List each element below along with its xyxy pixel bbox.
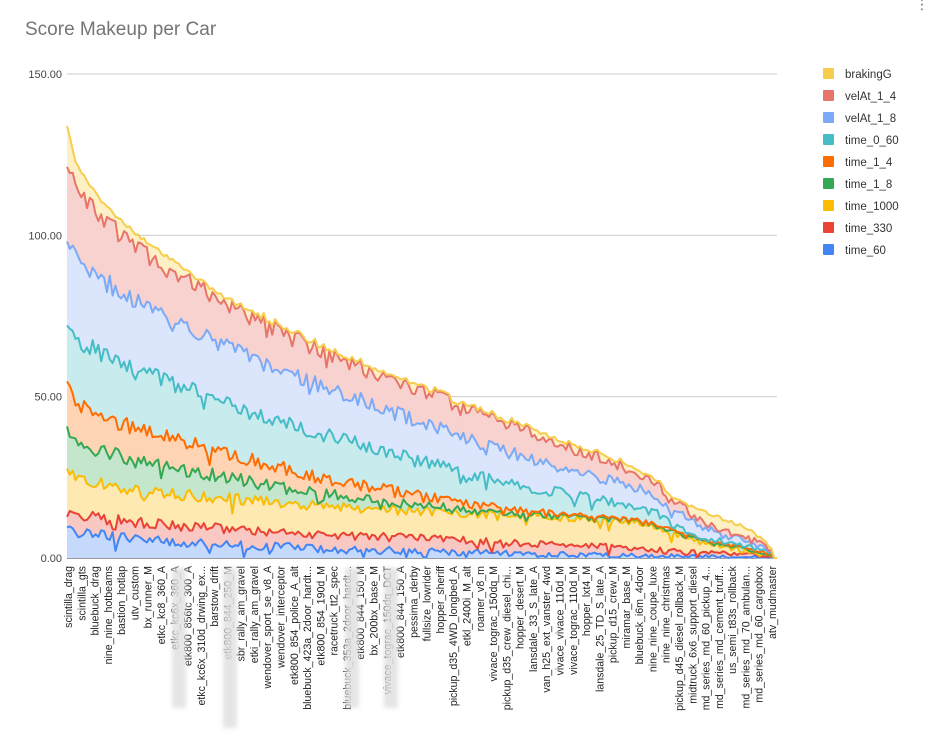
x-tick-label: hopper_lxt4_M <box>581 566 593 636</box>
x-tick-label: md_series_md_60_cargobox <box>754 565 766 702</box>
x-tick-label: etkc_kc6x_310d_drwing_ex... <box>196 566 208 706</box>
x-tick-label: midtruck_6x6_support_diesel <box>687 566 699 704</box>
legend-swatch-time_1_4 <box>823 156 834 167</box>
line-time_1_8 <box>66 426 777 559</box>
x-tick-label: etkl_2400i_M_alt <box>462 566 474 646</box>
x-tick-label: vivace_vivace_110d_M <box>555 566 567 675</box>
x-tick-label: pessima_derby <box>408 565 420 638</box>
x-tick-label: md_series_md_cement_truff... <box>714 566 726 709</box>
legend-swatch-time_60 <box>823 244 834 255</box>
x-tick-label: bastion_hotlap <box>116 566 128 635</box>
x-tick-label: miramar_base_M <box>621 566 633 648</box>
y-tick-label: 0.00 <box>41 553 62 565</box>
x-tick-label: fullsize_lowrider <box>422 565 434 641</box>
legend-label-time_1_4: time_1_4 <box>845 157 893 169</box>
redaction-blur <box>384 568 398 708</box>
x-tick-label: us_semi_t83s_rollback <box>727 565 739 673</box>
legend-label-brakingG: brakingG <box>845 69 892 81</box>
x-tick-label: pickup_d35_crew_diesel_chi... <box>501 566 513 710</box>
legend-swatch-time_0_60 <box>823 134 834 145</box>
x-tick-label: vivace_tograc_150dq_M <box>488 566 500 681</box>
x-tick-label: etk800_844_150_A <box>395 565 407 658</box>
x-tick-label: atv_mudmaster <box>767 566 779 639</box>
x-tick-label: etk800_854_police_A_alt <box>289 566 301 685</box>
x-tick-label: pickup_d15_crew_M <box>608 566 620 663</box>
y-tick-label: 50.00 <box>34 392 62 404</box>
y-tick-label: 100.00 <box>28 230 62 242</box>
redaction-blur <box>345 568 359 708</box>
legend-label-velAt_1_8: velAt_1_8 <box>845 113 896 125</box>
x-tick-label: md_series_md_60_pickup_4... <box>701 566 713 710</box>
x-tick-label: scintilla_drag <box>63 566 75 628</box>
legend-label-time_1_8: time_1_8 <box>845 179 892 191</box>
x-tick-label: wendover_interceptor <box>276 566 288 669</box>
x-tick-label: van_h25_ext_vanster_4wd <box>541 566 553 693</box>
line-brakingG <box>66 125 777 559</box>
legend-swatch-time_330 <box>823 222 834 233</box>
more-vertical-icon[interactable]: ⋮ <box>915 0 929 12</box>
area-time_1000 <box>67 468 777 558</box>
series-lines <box>66 125 777 559</box>
x-tick-label: barstow_drift <box>209 566 221 627</box>
y-axis: 0.00 50.00 100.00 150.00 <box>28 69 62 565</box>
x-axis: scintilla_drag scintilla_gts bluebuck_drag… <box>63 565 779 711</box>
x-tick-label: utv_custom <box>129 566 141 620</box>
x-tick-label: md_series_md_70_ambulan... <box>740 566 752 709</box>
legend-label-time_0_60: time_0_60 <box>845 135 899 147</box>
x-tick-label: bluebuck_drag <box>90 566 102 636</box>
line-velAt_1_4 <box>66 166 777 559</box>
legend-label-time_1000: time_1000 <box>845 201 899 213</box>
area-time_0_60 <box>67 325 777 558</box>
x-tick-label: scintilla_gts <box>76 566 88 621</box>
redaction-blur <box>172 568 186 708</box>
area-brakingG <box>67 126 777 558</box>
legend-label-velAt_1_4: velAt_1_4 <box>845 91 897 103</box>
x-tick-label: sbr_rally_am_gravel <box>236 566 248 661</box>
x-tick-label: nine_nine_hotbeams <box>103 566 115 664</box>
x-tick-label: pickup_d45_diesel_rollback_M <box>674 566 686 711</box>
x-tick-label: lansdale_25_TD_S_late_A <box>594 565 606 692</box>
redaction-blur <box>223 568 237 728</box>
x-tick-label: nine_nine_coupe_luxe <box>648 566 660 672</box>
x-tick-label: etki_rally_am_gravel <box>249 566 261 663</box>
legend-swatch-brakingG <box>823 68 834 79</box>
legend-swatch-time_1_8 <box>823 178 834 189</box>
x-tick-label: etk800_854_190d_M <box>315 566 327 666</box>
line-time_1_4 <box>66 380 777 559</box>
x-tick-label: wendover_sport_se_v8_A <box>262 565 274 689</box>
x-tick-label: bluebuck_i6m_4door <box>634 566 646 665</box>
x-tick-label: vivace_tograc_110d_M <box>568 566 580 675</box>
y-tick-label: 150.00 <box>28 69 62 81</box>
legend-label-time_330: time_330 <box>845 223 892 235</box>
line-velAt_1_8 <box>66 241 777 559</box>
x-tick-label: lansdale_33_S_late_A <box>528 565 540 672</box>
legend-swatch-velAt_1_4 <box>823 90 834 101</box>
chart-title: Score Makeup per Car <box>25 19 217 40</box>
legend: brakingG velAt_1_4 velAt_1_8 time_0_60 time_… <box>823 68 899 257</box>
x-tick-label: hopper_sheriff <box>435 566 447 634</box>
x-tick-label: bx_200bx_base_M <box>369 566 381 656</box>
x-tick-label: hopper_desert_M <box>515 566 527 649</box>
x-tick-label: racetruck_tt2_spec <box>329 565 341 655</box>
x-tick-label: etkc_kc8_360_A <box>156 565 168 644</box>
legend-label-time_60: time_60 <box>845 245 886 257</box>
line-time_330 <box>66 509 777 559</box>
x-tick-label: bx_runner_M <box>143 566 155 628</box>
line-time_0_60 <box>66 324 777 559</box>
area-time_60 <box>67 526 777 558</box>
x-tick-label: bluebuck_423a_2door_hardt... <box>302 566 314 710</box>
line-time_60 <box>66 525 777 559</box>
x-tick-label: nine_nine_christmas <box>661 566 673 663</box>
legend-swatch-velAt_1_8 <box>823 112 834 123</box>
legend-swatch-time_1000 <box>823 200 834 211</box>
x-tick-label: pickup_d35_4WD_longbed_A <box>448 565 460 706</box>
x-tick-label: roamer_v8_m <box>475 566 487 632</box>
